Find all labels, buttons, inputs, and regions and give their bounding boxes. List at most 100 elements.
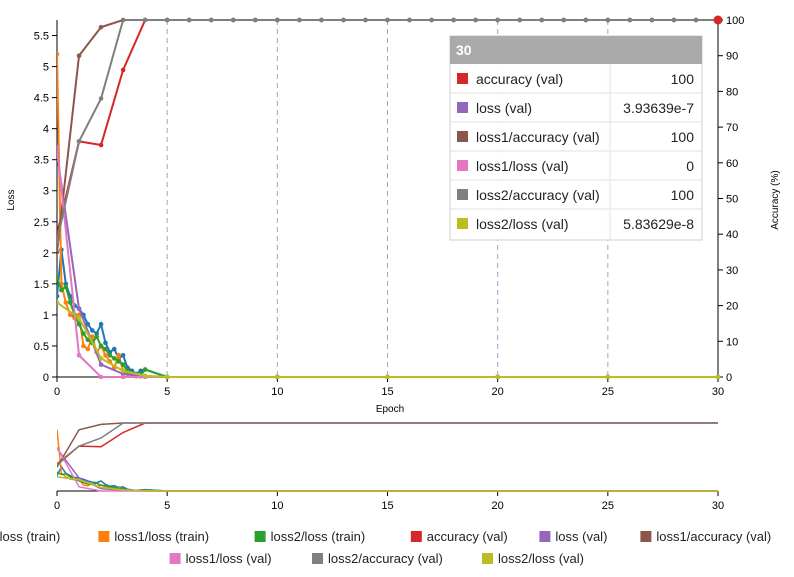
y-left-tick-label: 5.5: [34, 31, 49, 43]
data-point: [429, 17, 434, 23]
y-left-tick-label: 3: [43, 186, 49, 198]
x-axis-label: Epoch: [376, 404, 404, 415]
data-point: [57, 293, 60, 299]
overview-x-tick-label: 20: [492, 500, 504, 512]
y-left-tick-label: 3.5: [34, 155, 49, 167]
hover-point: [713, 15, 723, 25]
data-point: [57, 144, 60, 150]
overview-series-line: [57, 447, 718, 492]
tooltip-title: 30: [456, 42, 472, 58]
data-point: [67, 300, 73, 305]
overview-series-line: [57, 422, 718, 468]
tooltip-row-label: loss2/loss (val): [476, 216, 569, 232]
data-point: [164, 17, 170, 23]
data-point: [120, 374, 126, 379]
overview-x-tick-label: 25: [602, 500, 614, 512]
data-point: [57, 300, 60, 305]
overview-series-line: [57, 446, 718, 492]
data-point: [186, 17, 192, 23]
data-point: [98, 96, 104, 101]
data-point: [85, 346, 91, 352]
data-point: [98, 374, 104, 379]
data-point: [319, 17, 324, 23]
data-point: [98, 343, 104, 349]
tooltip-row-value: 100: [671, 71, 695, 87]
data-point: [120, 67, 126, 73]
data-point: [275, 374, 280, 379]
overview-x-tick-label: 30: [712, 500, 724, 512]
tooltip-swatch: [457, 189, 468, 200]
y-right-tick-label: 60: [726, 158, 738, 170]
data-point: [116, 352, 121, 358]
y-left-tick-label: 2: [43, 248, 49, 260]
data-point: [230, 17, 236, 23]
data-point: [76, 139, 82, 144]
tooltip-swatch: [457, 131, 468, 142]
data-point: [451, 17, 456, 23]
data-point: [385, 374, 390, 379]
x-tick-label: 25: [602, 386, 614, 398]
y-left-tick-label: 4: [43, 124, 49, 136]
data-point: [103, 340, 108, 346]
data-point: [138, 368, 144, 374]
legend-swatch: [98, 531, 110, 542]
data-point: [98, 321, 104, 327]
legend-swatch: [254, 531, 266, 542]
data-point: [85, 337, 91, 343]
data-point: [297, 17, 302, 23]
y-right-tick-label: 40: [726, 229, 738, 241]
data-point: [517, 17, 522, 23]
y-left-tick-label: 1.5: [34, 279, 49, 291]
legend-swatch: [410, 531, 422, 542]
data-point: [275, 17, 280, 23]
data-point: [57, 51, 60, 57]
data-point: [63, 300, 69, 305]
legend-item-label: loss1/loss (train): [114, 529, 209, 544]
data-point: [98, 362, 104, 367]
overview-x-tick-label: 15: [381, 500, 393, 512]
overview-x-tick-label: 10: [271, 500, 283, 512]
tooltip-row-value: 0: [686, 158, 694, 174]
tooltip-row-label: loss1/accuracy (val): [476, 129, 600, 145]
data-point: [539, 17, 545, 23]
data-point: [76, 53, 82, 58]
data-point: [94, 334, 99, 339]
data-point: [605, 17, 611, 23]
tooltip-row-value: 5.83629e-8: [623, 216, 694, 232]
data-point: [363, 17, 368, 23]
legend-item-label: loss (train): [0, 529, 60, 544]
data-point: [715, 374, 721, 379]
overview-series-line: [57, 422, 718, 466]
data-point: [341, 17, 346, 23]
data-point: [495, 17, 500, 23]
y-left-axis-label: Loss: [6, 189, 17, 210]
data-point: [98, 24, 104, 30]
data-point: [671, 17, 677, 23]
data-point: [627, 17, 633, 23]
data-point: [103, 346, 108, 352]
data-point: [120, 362, 126, 367]
y-left-tick-label: 2.5: [34, 217, 49, 229]
data-point: [385, 17, 390, 23]
legend-item-label: loss2/accuracy (val): [328, 551, 443, 566]
data-point: [120, 368, 126, 374]
tooltip-row-label: loss (val): [476, 100, 532, 116]
data-point: [89, 328, 95, 333]
data-point: [107, 352, 113, 358]
data-point: [111, 346, 117, 352]
data-point: [85, 321, 91, 327]
x-tick-label: 15: [381, 386, 393, 398]
data-point: [103, 352, 108, 358]
y-right-axis-label: Accuracy (%): [770, 170, 781, 229]
data-point: [693, 17, 699, 23]
y-right-tick-label: 0: [726, 372, 732, 384]
overview-x-tick-label: 5: [164, 500, 170, 512]
data-point: [98, 356, 104, 361]
data-point: [76, 306, 82, 312]
overview-series-line: [57, 422, 718, 465]
legend-item-label: loss1/loss (val): [186, 551, 272, 566]
legend-item-label: loss1/accuracy (val): [656, 529, 771, 544]
tooltip-row-value: 100: [671, 129, 695, 145]
overview-brush-plot[interactable]: 0 5 10 15 20 25 30: [54, 422, 724, 512]
